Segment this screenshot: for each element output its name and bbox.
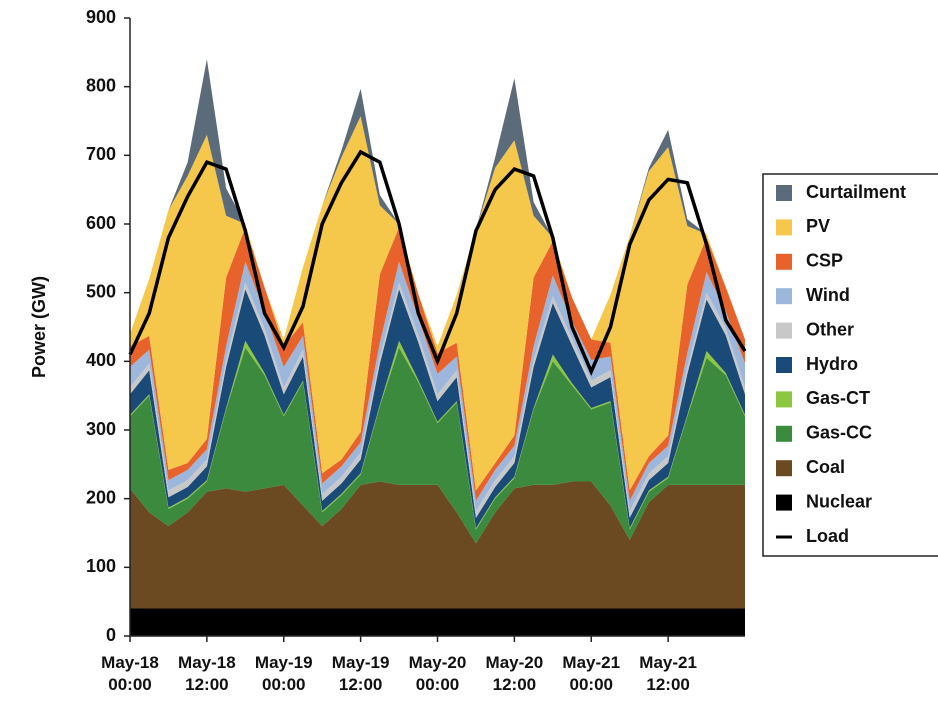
- y-tick-label: 700: [86, 144, 116, 164]
- legend-swatch: [776, 288, 792, 305]
- area: [130, 347, 745, 544]
- y-tick-label: 400: [86, 350, 116, 370]
- y-tick-label: 900: [86, 7, 116, 27]
- y-tick-label: 300: [86, 419, 116, 439]
- legend-swatch: [776, 185, 792, 201]
- legend-swatch: [776, 219, 792, 236]
- x-tick-label: May-18 12:00: [178, 653, 236, 694]
- y-tick-label: 500: [86, 281, 116, 301]
- area: [130, 282, 745, 518]
- x-tick-label: May-19 00:00: [254, 653, 313, 694]
- area: [130, 261, 745, 512]
- x-tick-label: May-21 00:00: [562, 653, 621, 694]
- legend-swatch: [776, 253, 792, 270]
- legend-label: Coal: [806, 457, 845, 477]
- legend-swatch: [776, 322, 792, 339]
- area: [130, 289, 745, 529]
- area: [130, 608, 745, 636]
- legend-box: [762, 173, 938, 557]
- x-tick-label: May-21 12:00: [639, 653, 697, 694]
- legend-label: Load: [806, 526, 849, 546]
- legend-swatch: [776, 460, 792, 477]
- area: [130, 116, 745, 491]
- legend-swatch: [776, 425, 792, 442]
- legend-swatch: [776, 391, 792, 408]
- legend-label: Hydro: [806, 354, 858, 374]
- area: [130, 481, 745, 609]
- load-line: [128, 149, 747, 377]
- legend-label: PV: [806, 216, 830, 236]
- x-tick-label: May-20 00:00: [408, 653, 467, 694]
- y-tick-label: 100: [86, 556, 116, 576]
- y-tick-label: 0: [106, 625, 116, 645]
- x-tick-label: May-19 12:00: [331, 653, 390, 694]
- legend-swatch: [776, 494, 792, 511]
- legend-label: CSP: [806, 251, 843, 271]
- x-tick-label: May-20 12:00: [485, 653, 544, 694]
- legend-label: Other: [806, 319, 854, 339]
- y-axis-label: Power (GW): [29, 276, 49, 378]
- legend-label: Wind: [806, 285, 850, 305]
- legend-label: Nuclear: [806, 491, 872, 511]
- legend-label: Gas-CT: [806, 388, 870, 408]
- y-tick-label: 800: [86, 75, 116, 95]
- x-tick-label: May-18 00:00: [101, 653, 159, 694]
- legend-swatch: [776, 357, 792, 373]
- y-tick-label: 200: [86, 487, 116, 507]
- legend-label: Curtailment: [806, 182, 906, 202]
- legend-label: Gas-CC: [806, 423, 872, 443]
- y-tick-label: 600: [86, 213, 116, 233]
